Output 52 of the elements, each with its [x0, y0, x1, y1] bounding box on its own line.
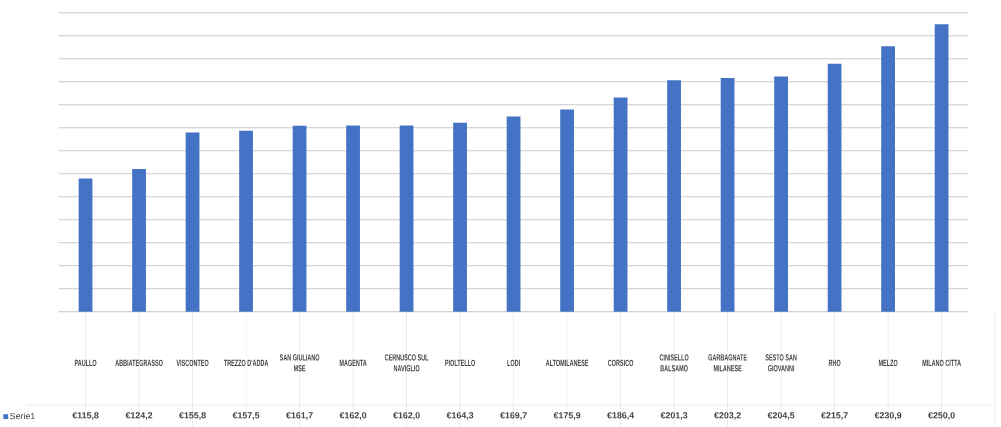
data-label: €204,5 [767, 412, 795, 420]
x-tick-label: MELZO [878, 359, 898, 366]
bar [399, 125, 414, 312]
bar [560, 109, 574, 312]
bar [346, 125, 360, 312]
bar [132, 168, 146, 312]
x-tick-label: ABBIATEGRASSO [115, 359, 163, 366]
data-label: €203,2 [714, 412, 741, 420]
x-tick-label: CINISELLO BALSAMO [659, 354, 689, 372]
x-tick-label: VISCONTEO [176, 359, 209, 366]
x-tick-label: TREZZO D'ADDA [223, 359, 269, 366]
data-label: €175,9 [553, 412, 581, 420]
data-label: €162,0 [393, 412, 420, 420]
x-tick-label: LODI [507, 359, 520, 366]
x-tick-label: PIOLTELLO [445, 359, 476, 366]
x-tick-label: ALTOMILANESE [545, 359, 589, 366]
data-label: €155,8 [179, 412, 206, 420]
data-label: €186,4 [607, 412, 635, 420]
data-label: €115,8 [72, 412, 99, 420]
data-label: €230,9 [874, 412, 902, 420]
bar [453, 122, 467, 312]
data-label: €215,7 [821, 412, 848, 420]
x-tick-label: GARBAGNATE MILANESE [708, 354, 747, 372]
bar [720, 78, 735, 312]
data-label: €124,2 [125, 412, 153, 420]
x-tick-label: CERNUSCO SUL NAVIGLIO [384, 354, 429, 372]
x-tick-label: RHO [828, 359, 841, 366]
x-tick-label: PAULLO [74, 359, 97, 366]
bar [185, 132, 200, 312]
data-label: €162,0 [339, 412, 367, 420]
data-label: €164,3 [446, 412, 474, 420]
x-tick-label: SESTO SAN GIOVANNI [765, 354, 797, 372]
data-label: €161,7 [286, 412, 313, 420]
bar [774, 76, 788, 312]
data-label: €157,5 [232, 412, 260, 420]
bar [934, 24, 949, 312]
bar [827, 63, 842, 312]
bar [506, 116, 521, 312]
x-tick-label: MILANO CITTA [922, 359, 961, 366]
bar [881, 46, 895, 312]
legend-label: Serie1 [10, 412, 35, 420]
bar [613, 97, 628, 312]
data-label: €201,3 [660, 412, 688, 420]
bar [292, 125, 307, 312]
data-label: €250,0 [928, 412, 955, 420]
data-label: €169,7 [500, 412, 527, 420]
bar [667, 80, 681, 312]
bar [78, 178, 93, 312]
x-tick-label: CORSICO [608, 359, 634, 366]
bar [239, 130, 253, 312]
x-tick-label: MAGENTA [339, 359, 367, 366]
x-tick-label: SAN GIULIANO MSE [279, 354, 320, 372]
